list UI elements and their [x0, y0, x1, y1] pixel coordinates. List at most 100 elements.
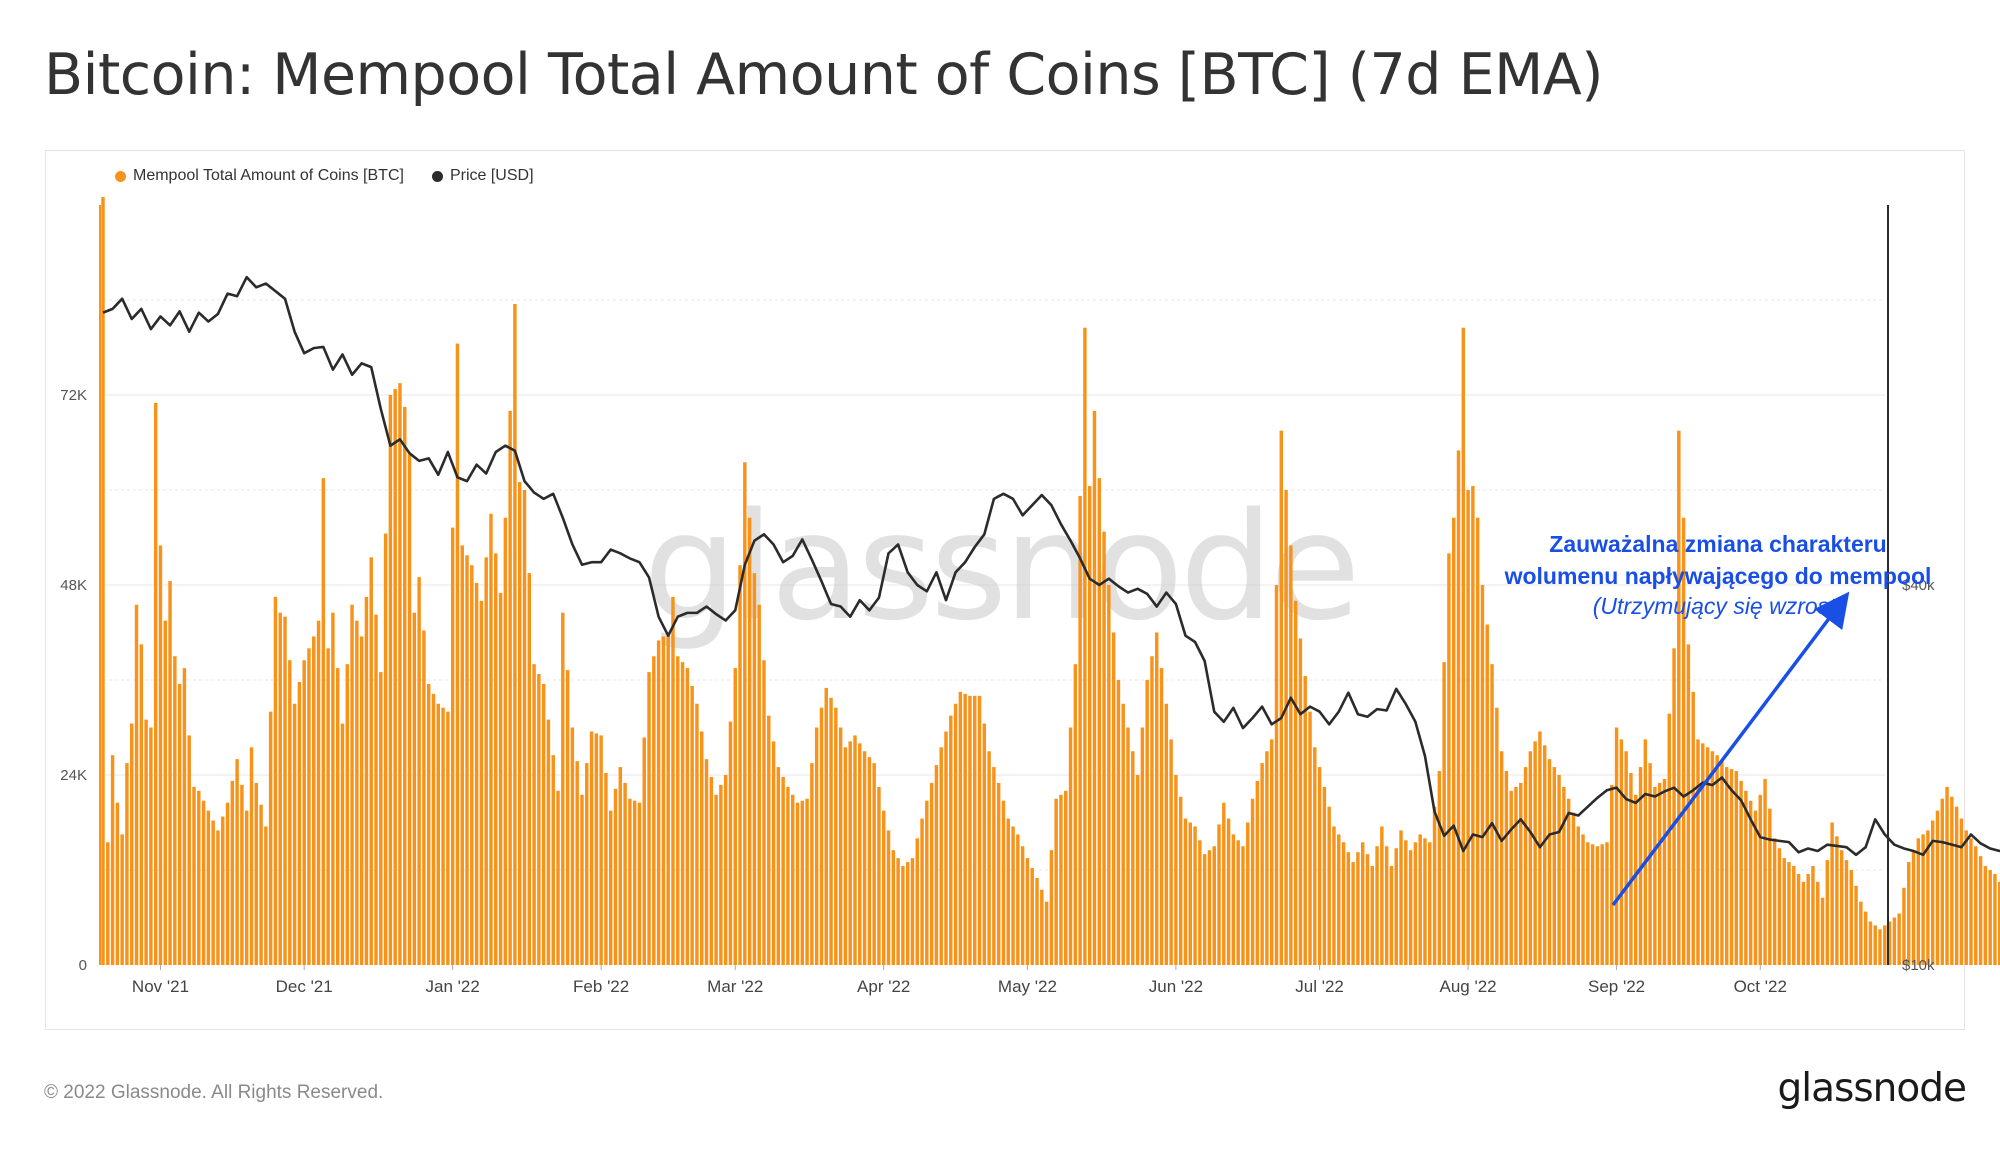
- bar: [1241, 846, 1245, 965]
- bar: [1605, 842, 1609, 965]
- bar: [259, 804, 263, 965]
- bar: [1020, 846, 1025, 965]
- legend-swatch-price: [431, 170, 443, 182]
- bar: [872, 763, 876, 966]
- bar: [278, 612, 282, 965]
- bar: [781, 776, 785, 965]
- bar: [1768, 808, 1772, 965]
- bar: [1696, 739, 1700, 966]
- bar: [647, 672, 651, 965]
- y-axis-left: 0 24K 48K 72K: [60, 205, 101, 974]
- bar: [355, 620, 359, 966]
- bar: [1964, 830, 1968, 965]
- bar: [1883, 925, 1887, 965]
- bar: [115, 802, 120, 965]
- bar: [920, 818, 924, 965]
- bar: [283, 616, 287, 965]
- bar: [1202, 854, 1207, 965]
- bar: [824, 687, 828, 965]
- bar: [1025, 858, 1030, 966]
- legend-item-price[interactable]: Price [USD]: [431, 167, 534, 185]
- annotation-line-1: Zauważalna zmiana charakteru: [1549, 531, 1886, 557]
- bar: [1854, 885, 1858, 965]
- bar: [1878, 929, 1882, 966]
- bar: [1097, 478, 1101, 966]
- bar: [1533, 741, 1537, 965]
- x-tick-label: May '22: [998, 977, 1057, 996]
- bar: [216, 830, 220, 965]
- bar: [1279, 430, 1284, 966]
- bar: [709, 776, 714, 965]
- bar: [867, 757, 872, 965]
- bar: [1787, 862, 1791, 965]
- legend-label-mempool: Mempool Total Amount of Coins [BTC]: [133, 167, 404, 184]
- bar: [585, 763, 589, 966]
- bar: [398, 383, 402, 966]
- y-left-tick-label: 24K: [60, 767, 87, 784]
- bar: [1839, 850, 1844, 965]
- bar: [1327, 806, 1331, 965]
- bar: [1547, 759, 1552, 965]
- bar: [1581, 834, 1585, 966]
- bar: [977, 695, 982, 965]
- bar: [1954, 806, 1959, 965]
- bar: [608, 810, 613, 966]
- bar: [1178, 796, 1183, 965]
- bar: [589, 731, 594, 965]
- price-line: [102, 275, 2000, 857]
- bar: [1308, 711, 1312, 965]
- bar: [1092, 410, 1097, 966]
- bar: [1509, 790, 1513, 965]
- bar: [1624, 751, 1628, 965]
- bar: [1648, 763, 1652, 966]
- legend-item-mempool[interactable]: Mempool Total Amount of Coins [BTC]: [115, 167, 404, 185]
- bar: [168, 581, 172, 965]
- bar: [1413, 842, 1418, 965]
- bar: [1974, 846, 1978, 965]
- x-tick-label: Jun '22: [1149, 977, 1203, 996]
- bar: [795, 802, 800, 965]
- bar: [896, 858, 900, 966]
- bar: [1346, 852, 1351, 965]
- bar: [1351, 862, 1355, 965]
- bar: [225, 802, 230, 965]
- bar: [762, 660, 766, 965]
- bar: [1887, 921, 1892, 965]
- bar: [426, 683, 431, 965]
- bar: [479, 600, 484, 965]
- bar: [1260, 763, 1264, 966]
- bar: [1231, 834, 1236, 966]
- bar: [1950, 796, 1954, 965]
- bar: [1365, 854, 1370, 965]
- bar: [834, 707, 838, 965]
- bar: [192, 786, 196, 966]
- bar: [939, 747, 943, 965]
- bar: [814, 727, 819, 965]
- bar: [1255, 780, 1260, 965]
- bar: [1442, 662, 1446, 965]
- glassnode-logo: glassnode: [1777, 1066, 1967, 1111]
- bar: [1159, 668, 1164, 966]
- bar: [450, 527, 455, 965]
- bar: [1710, 751, 1715, 965]
- bar: [599, 735, 603, 965]
- bar: [829, 697, 833, 965]
- bar: [1001, 800, 1006, 965]
- bar: [1916, 838, 1921, 965]
- bar: [364, 596, 369, 966]
- bar: [1471, 486, 1475, 965]
- annotation: Zauważalna zmiana charakteru wolumenu na…: [1504, 531, 1931, 907]
- bar: [1485, 624, 1489, 965]
- bar: [1825, 860, 1830, 965]
- bar: [163, 620, 167, 966]
- bar: [1121, 703, 1125, 965]
- bar: [240, 784, 244, 965]
- bar: [1456, 450, 1461, 965]
- bar: [1662, 778, 1667, 965]
- bar: [1155, 632, 1159, 965]
- bar: [522, 490, 527, 965]
- bar: [1126, 727, 1130, 965]
- bar: [1595, 846, 1600, 965]
- bar: [666, 632, 670, 965]
- bar: [1571, 812, 1576, 965]
